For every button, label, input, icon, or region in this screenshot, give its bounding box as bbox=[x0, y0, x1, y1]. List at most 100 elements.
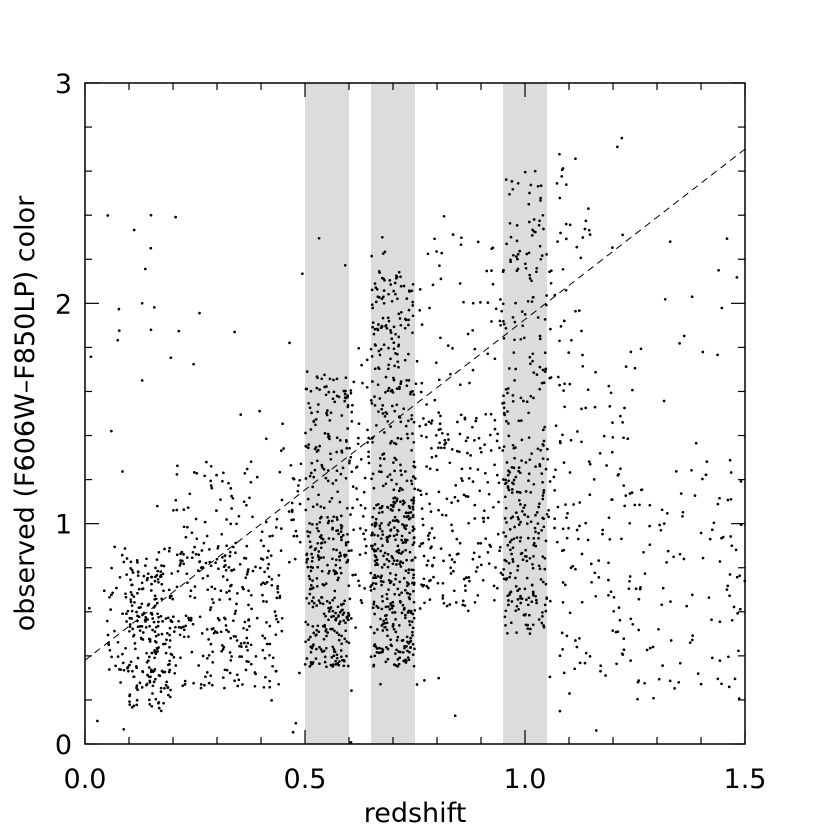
data-point bbox=[327, 537, 331, 540]
data-point bbox=[109, 608, 113, 611]
data-point bbox=[247, 603, 250, 607]
data-point bbox=[381, 533, 385, 536]
data-point bbox=[222, 645, 226, 649]
data-point bbox=[536, 522, 540, 525]
data-point bbox=[527, 436, 531, 439]
data-point bbox=[397, 548, 401, 552]
data-point bbox=[235, 673, 239, 677]
data-point bbox=[349, 513, 352, 516]
data-point bbox=[418, 288, 422, 291]
data-point bbox=[374, 523, 377, 527]
data-point bbox=[637, 628, 641, 632]
data-point bbox=[404, 470, 407, 473]
data-point bbox=[230, 583, 233, 587]
data-point bbox=[666, 549, 670, 553]
data-point bbox=[623, 406, 626, 410]
data-point bbox=[409, 646, 412, 649]
data-point bbox=[346, 664, 350, 668]
data-point bbox=[589, 562, 593, 566]
data-point bbox=[358, 527, 362, 530]
data-point bbox=[328, 377, 332, 381]
data-point bbox=[578, 501, 582, 504]
data-point bbox=[384, 617, 388, 621]
data-point bbox=[394, 538, 397, 542]
data-point bbox=[370, 402, 374, 405]
data-point bbox=[452, 569, 455, 573]
data-point bbox=[411, 515, 415, 519]
data-point bbox=[529, 394, 533, 398]
data-point bbox=[400, 534, 404, 538]
data-point bbox=[515, 604, 519, 608]
data-point bbox=[340, 535, 343, 539]
data-point bbox=[518, 539, 522, 543]
data-point bbox=[565, 634, 569, 638]
data-point bbox=[389, 425, 392, 428]
data-point bbox=[504, 624, 507, 627]
data-point bbox=[354, 573, 357, 577]
data-point bbox=[395, 639, 399, 642]
data-point bbox=[371, 515, 375, 519]
data-point bbox=[260, 530, 264, 534]
data-point bbox=[477, 436, 481, 440]
data-point bbox=[458, 282, 462, 285]
data-point bbox=[263, 656, 267, 660]
data-point bbox=[482, 509, 486, 513]
data-point bbox=[337, 622, 341, 626]
data-point bbox=[411, 331, 414, 335]
data-point bbox=[517, 469, 520, 473]
data-point bbox=[560, 631, 564, 635]
data-point bbox=[409, 639, 413, 643]
data-point bbox=[370, 477, 373, 481]
data-point bbox=[138, 681, 142, 685]
data-point bbox=[382, 289, 386, 292]
data-point bbox=[192, 471, 196, 474]
data-point bbox=[587, 207, 590, 210]
data-point bbox=[215, 473, 218, 477]
data-point bbox=[524, 490, 528, 493]
data-point bbox=[455, 552, 459, 556]
data-point bbox=[621, 233, 624, 237]
data-point bbox=[529, 491, 533, 494]
data-point bbox=[405, 645, 408, 648]
data-point bbox=[539, 199, 542, 202]
data-point bbox=[540, 529, 543, 532]
data-point bbox=[501, 302, 505, 306]
data-point bbox=[385, 628, 389, 632]
data-point bbox=[338, 620, 342, 623]
data-point bbox=[392, 325, 396, 329]
data-point bbox=[298, 502, 302, 506]
data-point bbox=[418, 424, 422, 428]
data-point bbox=[318, 601, 322, 605]
data-point bbox=[389, 283, 393, 286]
data-point bbox=[544, 367, 548, 371]
data-point bbox=[228, 671, 232, 675]
data-point bbox=[543, 567, 547, 571]
data-point bbox=[514, 511, 518, 515]
data-point bbox=[377, 270, 381, 273]
data-point bbox=[581, 236, 585, 239]
data-point bbox=[619, 414, 622, 418]
data-point bbox=[584, 406, 588, 410]
data-point bbox=[189, 589, 193, 593]
data-point bbox=[586, 388, 590, 392]
data-point bbox=[458, 432, 462, 436]
data-point bbox=[484, 537, 488, 540]
data-point bbox=[578, 637, 581, 640]
data-point bbox=[326, 515, 329, 519]
data-point bbox=[526, 536, 530, 540]
data-point bbox=[385, 558, 389, 561]
data-point bbox=[382, 343, 386, 347]
data-point bbox=[174, 215, 177, 219]
data-point bbox=[371, 321, 375, 324]
data-point bbox=[190, 650, 194, 654]
data-point bbox=[514, 301, 517, 305]
data-point bbox=[316, 541, 320, 545]
data-point bbox=[188, 594, 192, 598]
data-point bbox=[262, 685, 266, 689]
data-point bbox=[126, 609, 130, 613]
data-point bbox=[390, 439, 393, 443]
data-point bbox=[314, 417, 318, 421]
data-point bbox=[339, 514, 343, 518]
data-point bbox=[561, 167, 565, 170]
data-point bbox=[441, 597, 445, 600]
